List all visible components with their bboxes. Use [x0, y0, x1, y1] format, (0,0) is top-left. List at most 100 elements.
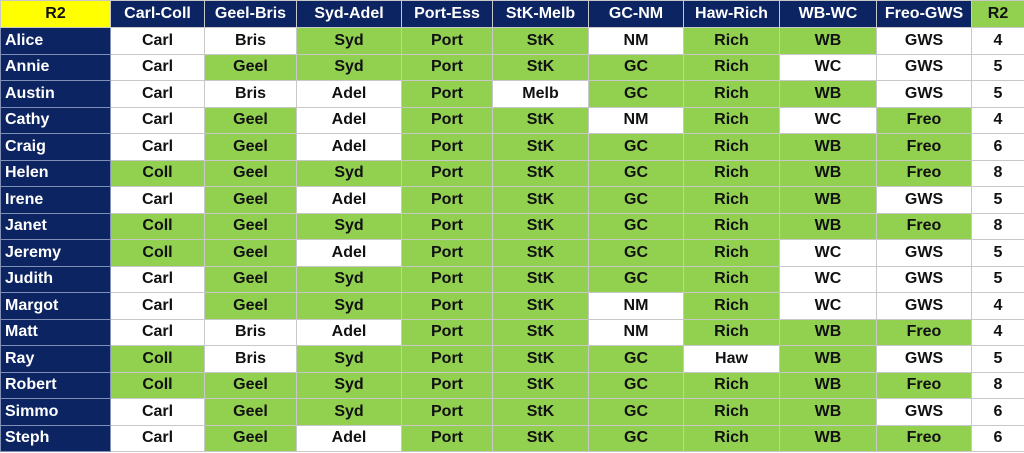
game-header: Haw-Rich: [683, 0, 780, 28]
score-cell: 8: [971, 371, 1024, 399]
pick-cell: Port: [401, 80, 493, 108]
pick-cell: Haw: [683, 345, 780, 373]
table-body: Alice Carl Bris Syd Port StK NM Rich WB GWS 4 Annie…: [0, 27, 1024, 452]
pick-cell: Carl: [110, 292, 205, 320]
pick-cell: Freo: [876, 318, 972, 346]
table-row: Ray Coll Bris Syd Port StK GC Haw WB GWS 5: [0, 345, 1024, 373]
pick-cell: GWS: [876, 292, 972, 320]
game-header: Port-Ess: [401, 0, 493, 28]
pick-cell: WB: [779, 212, 877, 240]
pick-cell: Rich: [683, 265, 780, 293]
pick-cell: Port: [401, 265, 493, 293]
pick-cell: Rich: [683, 80, 780, 108]
tipster-name: Robert: [0, 371, 111, 399]
score-cell: 4: [971, 106, 1024, 134]
score-header: R2: [971, 0, 1024, 28]
pick-cell: Carl: [110, 80, 205, 108]
game-header: Syd-Adel: [296, 0, 402, 28]
table-row: Austin Carl Bris Adel Port Melb GC Rich WB GWS 5: [0, 80, 1024, 108]
pick-cell: Port: [401, 133, 493, 161]
pick-cell: Port: [401, 371, 493, 399]
game-header: WB-WC: [779, 0, 877, 28]
pick-cell: Carl: [110, 318, 205, 346]
pick-cell: Geel: [204, 292, 297, 320]
score-cell: 5: [971, 239, 1024, 267]
pick-cell: Geel: [204, 212, 297, 240]
pick-cell: Coll: [110, 212, 205, 240]
tipster-name: Craig: [0, 133, 111, 161]
pick-cell: Rich: [683, 292, 780, 320]
tipster-name: Irene: [0, 186, 111, 214]
pick-cell: Syd: [296, 398, 402, 426]
pick-cell: Rich: [683, 186, 780, 214]
table-row: Jeremy Coll Geel Adel Port StK GC Rich WC GWS 5: [0, 239, 1024, 267]
tipster-name: Judith: [0, 265, 111, 293]
pick-cell: StK: [492, 53, 589, 81]
pick-cell: GC: [588, 398, 684, 426]
pick-cell: Freo: [876, 159, 972, 187]
table-row: Craig Carl Geel Adel Port StK GC Rich WB Freo 6: [0, 133, 1024, 161]
pick-cell: NM: [588, 318, 684, 346]
pick-cell: StK: [492, 239, 589, 267]
pick-cell: Adel: [296, 318, 402, 346]
score-cell: 5: [971, 80, 1024, 108]
score-cell: 6: [971, 424, 1024, 452]
pick-cell: Syd: [296, 27, 402, 55]
tipster-name: Ray: [0, 345, 111, 373]
pick-cell: GWS: [876, 53, 972, 81]
table-row: Robert Coll Geel Syd Port StK GC Rich WB Freo 8: [0, 371, 1024, 399]
table-row: Irene Carl Geel Adel Port StK GC Rich WB GWS 5: [0, 186, 1024, 214]
pick-cell: Adel: [296, 186, 402, 214]
pick-cell: Geel: [204, 239, 297, 267]
pick-cell: Geel: [204, 133, 297, 161]
pick-cell: WB: [779, 159, 877, 187]
pick-cell: WB: [779, 80, 877, 108]
pick-cell: WB: [779, 133, 877, 161]
pick-cell: StK: [492, 424, 589, 452]
tipster-name: Steph: [0, 424, 111, 452]
pick-cell: StK: [492, 159, 589, 187]
table-row: Simmo Carl Geel Syd Port StK GC Rich WB GWS 6: [0, 398, 1024, 426]
pick-cell: StK: [492, 371, 589, 399]
table-row: Matt Carl Bris Adel Port StK NM Rich WB Freo 4: [0, 318, 1024, 346]
pick-cell: Syd: [296, 53, 402, 81]
pick-cell: Port: [401, 27, 493, 55]
pick-cell: Bris: [204, 345, 297, 373]
pick-cell: Coll: [110, 371, 205, 399]
pick-cell: GC: [588, 424, 684, 452]
pick-cell: Bris: [204, 27, 297, 55]
pick-cell: Syd: [296, 292, 402, 320]
pick-cell: Carl: [110, 133, 205, 161]
pick-cell: WC: [779, 239, 877, 267]
pick-cell: GWS: [876, 27, 972, 55]
table-row: Cathy Carl Geel Adel Port StK NM Rich WC Freo 4: [0, 106, 1024, 134]
tipster-name: Cathy: [0, 106, 111, 134]
game-header: Freo-GWS: [876, 0, 972, 28]
pick-cell: GC: [588, 265, 684, 293]
tipster-name: Simmo: [0, 398, 111, 426]
score-cell: 8: [971, 159, 1024, 187]
pick-cell: Rich: [683, 133, 780, 161]
pick-cell: Port: [401, 106, 493, 134]
game-header: StK-Melb: [492, 0, 589, 28]
pick-cell: WB: [779, 186, 877, 214]
pick-cell: WB: [779, 398, 877, 426]
pick-cell: GC: [588, 53, 684, 81]
pick-cell: Port: [401, 318, 493, 346]
pick-cell: Geel: [204, 159, 297, 187]
score-cell: 8: [971, 212, 1024, 240]
pick-cell: WC: [779, 292, 877, 320]
score-cell: 5: [971, 265, 1024, 293]
pick-cell: WB: [779, 345, 877, 373]
table-row: Annie Carl Geel Syd Port StK GC Rich WC GWS 5: [0, 53, 1024, 81]
table-row: Margot Carl Geel Syd Port StK NM Rich WC GWS 4: [0, 292, 1024, 320]
score-cell: 6: [971, 398, 1024, 426]
pick-cell: Freo: [876, 133, 972, 161]
pick-cell: Bris: [204, 80, 297, 108]
pick-cell: GWS: [876, 398, 972, 426]
pick-cell: NM: [588, 27, 684, 55]
tipster-name: Matt: [0, 318, 111, 346]
pick-cell: Port: [401, 186, 493, 214]
pick-cell: Port: [401, 424, 493, 452]
